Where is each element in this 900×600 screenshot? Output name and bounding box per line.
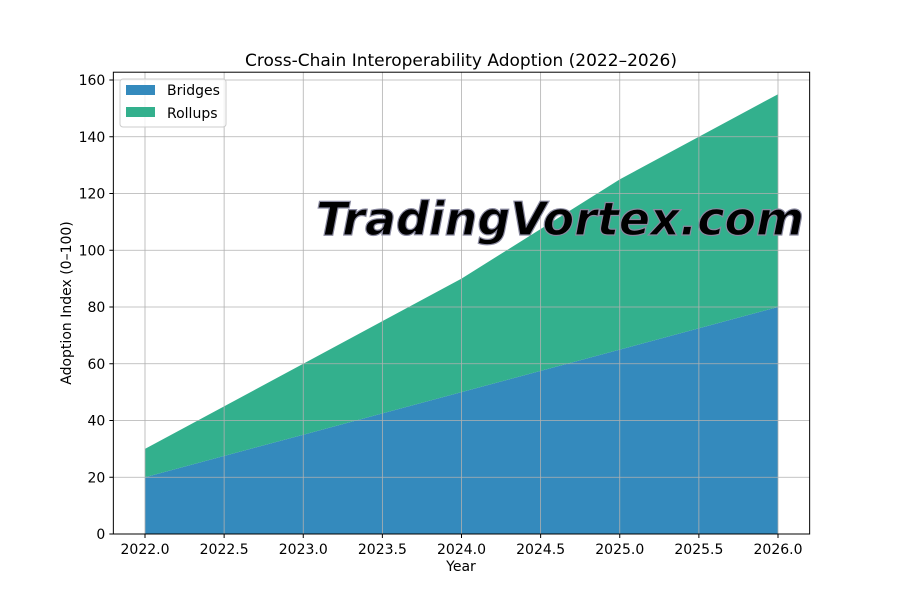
x-tick-label: 2023.5 bbox=[358, 542, 407, 558]
y-axis-label: Adoption Index (0–100) bbox=[59, 221, 75, 384]
x-tick-label: 2023.0 bbox=[279, 542, 328, 558]
y-tick-label: 20 bbox=[88, 470, 106, 486]
legend: Bridges Rollups bbox=[119, 78, 227, 128]
chart-title: Cross-Chain Interoperability Adoption (2… bbox=[245, 51, 677, 71]
x-tick-label: 2024.0 bbox=[437, 542, 486, 558]
y-tick-label: 0 bbox=[96, 527, 105, 543]
y-tick-label: 120 bbox=[79, 187, 106, 203]
y-tick-label: 100 bbox=[79, 243, 106, 259]
y-tick-label: 40 bbox=[88, 414, 106, 430]
x-tick-label: 2026.0 bbox=[754, 542, 803, 558]
legend-label-bridges: Bridges bbox=[167, 83, 220, 99]
x-tick-label: 2022.0 bbox=[121, 542, 170, 558]
x-tick-label: 2025.0 bbox=[595, 542, 644, 558]
y-tick-label: 140 bbox=[79, 130, 106, 146]
x-tick-label: 2025.5 bbox=[674, 542, 723, 558]
legend-swatch-rollups bbox=[126, 107, 155, 117]
x-tick-label: 2022.5 bbox=[200, 542, 249, 558]
watermark: TradingVortex.com bbox=[316, 192, 804, 246]
x-axis-label: Year bbox=[445, 559, 476, 575]
legend-label-rollups: Rollups bbox=[167, 106, 218, 122]
x-tick-label: 2024.5 bbox=[516, 542, 565, 558]
y-tick-label: 160 bbox=[79, 73, 106, 89]
y-tick-label: 60 bbox=[88, 357, 106, 373]
legend-swatch-bridges bbox=[126, 85, 155, 95]
y-tick-label: 80 bbox=[88, 300, 106, 316]
